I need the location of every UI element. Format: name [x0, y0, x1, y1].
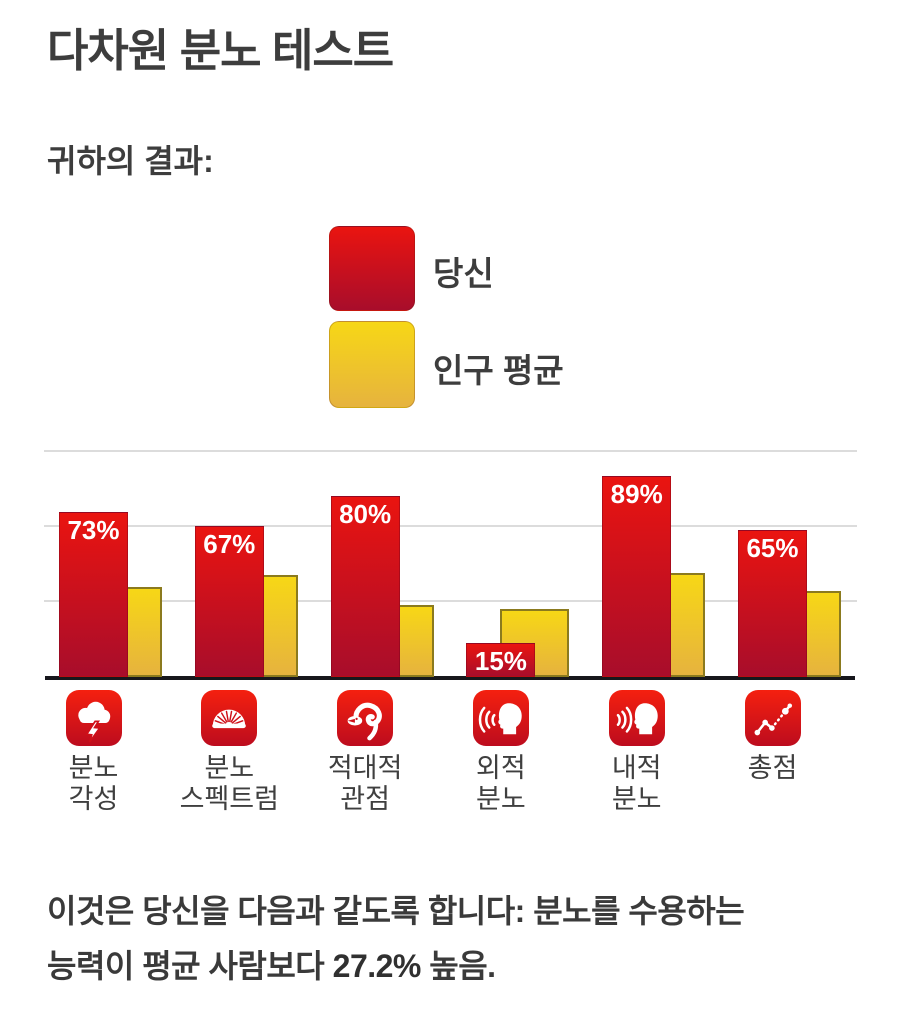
bar-you-external-anger: 15% [466, 643, 536, 677]
gridline-100pct [44, 450, 857, 452]
category-label-anger-arousal: 분노 각성 [19, 753, 169, 815]
category-label-line: 각성 [68, 784, 119, 814]
bar-value-label-external-anger: 15% [474, 646, 527, 677]
bar-you-internal-anger: 89% [602, 475, 672, 677]
summary-line2-text: 능력이 평균 사람보다 [47, 948, 333, 984]
bar-you-anger-arousal: 73% [59, 512, 128, 677]
page-title: 다차원 분노 테스트 [47, 25, 394, 76]
gridline-33pct [44, 600, 857, 602]
bar-you-total-score: 65% [738, 530, 807, 677]
sound-into-head-icon [608, 690, 665, 746]
category-label-line: 내적 [611, 753, 662, 783]
storm-cloud-lightning-icon [65, 690, 122, 746]
category-label-line: 분노 [204, 753, 255, 783]
bar-value-label-total-score: 65% [746, 533, 799, 564]
legend-swatch-average [329, 321, 415, 408]
category-label-line: 스펙트럼 [179, 784, 279, 814]
bar-you-anger-spectrum: 67% [194, 525, 264, 677]
bar-value-label-internal-anger: 89% [610, 478, 663, 509]
category-label-line: 외적 [476, 753, 526, 783]
category-label-line: 적대적 [327, 753, 403, 783]
category-label-anger-spectrum: 분노 스펙트럼 [154, 753, 304, 815]
bar-value-label-anger-spectrum: 67% [203, 528, 256, 559]
category-label-line: 관점 [340, 784, 390, 814]
cobra-snake-icon [337, 690, 394, 746]
connected-dots-icon [744, 690, 801, 746]
category-label-line: 분노 [611, 784, 662, 814]
summary-highlight-value: 27.2% [332, 948, 422, 984]
gridline-67pct [44, 525, 857, 527]
summary-line1: 이것은 당신을 다음과 같도록 합니다: 분노를 수용하는 [47, 893, 745, 929]
category-label-line: 총점 [747, 753, 798, 783]
legend-label-average: 인구 평균 [433, 352, 564, 389]
results-heading: 귀하의 결과: [47, 143, 214, 179]
category-label-internal-anger: 내적 분노 [562, 753, 712, 815]
summary-line2-suffix: 높음. [420, 948, 496, 984]
bar-you-hostile-outlook: 80% [330, 496, 400, 677]
shouting-head-icon [472, 690, 529, 746]
fan-spectrum-icon [201, 690, 258, 746]
legend-label-you: 당신 [433, 255, 494, 292]
category-label-line: 분노 [68, 753, 119, 783]
bar-chart: 73% 67% 80% 15% 89% 65% [0, 440, 900, 690]
bar-value-label-anger-arousal: 73% [67, 515, 120, 546]
category-label-external-anger: 외적 분노 [426, 753, 576, 815]
category-label-line: 분노 [476, 784, 526, 814]
legend-swatch-you [329, 226, 415, 311]
category-label-hostile-outlook: 적대적 관점 [290, 753, 440, 815]
bar-value-label-hostile-outlook: 80% [339, 499, 392, 530]
x-axis-line [45, 676, 855, 680]
category-label-total-score: 총점 [698, 753, 848, 784]
